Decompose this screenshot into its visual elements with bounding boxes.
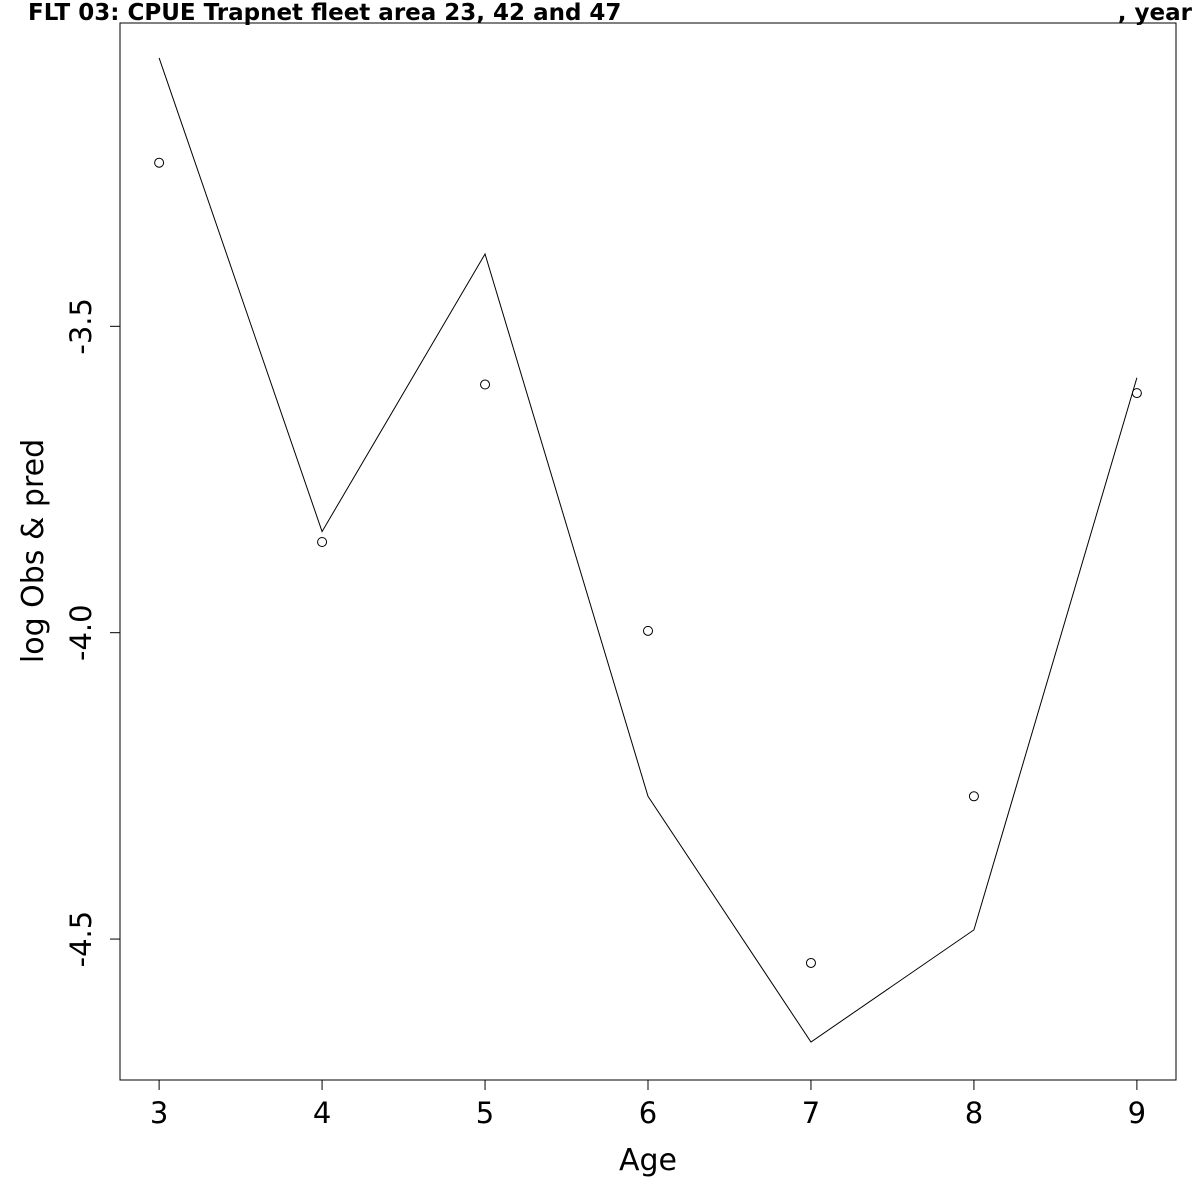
obs-point [317, 537, 328, 548]
x-tick-label: 9 [1128, 1096, 1146, 1130]
obs-point [154, 157, 165, 168]
obs-point [480, 379, 491, 390]
y-axis-label: log Obs & pred [16, 439, 51, 663]
pred-line [158, 57, 1138, 1043]
x-tick-label: 5 [476, 1096, 494, 1130]
obs-point [968, 791, 979, 802]
y-tick-label: -4.5 [64, 911, 98, 968]
y-tick-label: -4.0 [64, 604, 98, 661]
x-tick-label: 4 [313, 1096, 331, 1130]
x-tick-label: 3 [150, 1096, 168, 1130]
x-tick-label: 8 [965, 1096, 983, 1130]
series-layer [154, 57, 1142, 1043]
x-tick-label: 6 [639, 1096, 657, 1130]
chart-title-suffix: , year [1118, 0, 1193, 26]
y-tick-label: -3.5 [64, 298, 98, 355]
x-axis: 3 4 5 6 7 8 9 [150, 1079, 1146, 1130]
obs-point [1131, 388, 1142, 399]
plot-frame [119, 22, 1177, 1081]
x-tick-label: 7 [802, 1096, 820, 1130]
chart-title: FLT 03: CPUE Trapnet fleet area 23, 42 a… [28, 0, 621, 26]
obs-point [805, 957, 816, 968]
y-axis: -3.5 -4.0 -4.5 [64, 298, 121, 968]
obs-point [643, 625, 653, 636]
x-axis-label: Age [619, 1143, 677, 1178]
